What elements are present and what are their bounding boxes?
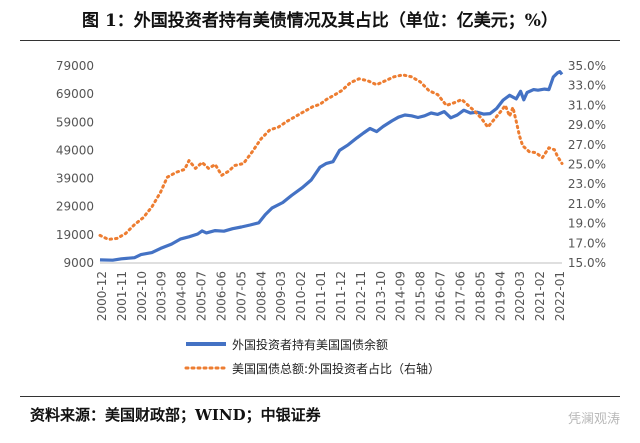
- x-tick-label: 2014-09: [394, 271, 408, 321]
- series-layer: [98, 69, 564, 262]
- left-tick-label: 49000: [56, 143, 94, 157]
- figure-title: 图 1：外国投资者持有美债情况及其占比（单位：亿美元；%）: [82, 11, 558, 31]
- right-tick-label: 19.0%: [568, 217, 606, 231]
- x-tick-label: 2022-01: [553, 271, 567, 321]
- right-y-axis: 15.0% 17.0% 19.0% 21.0% 23.0% 25.0% 27.0% 29.0%…: [568, 59, 606, 270]
- right-tick-label: 27.0%: [568, 138, 606, 152]
- x-tick-label: 2019-04: [493, 271, 507, 321]
- x-tick-label: 2001-11: [115, 271, 129, 321]
- x-tick-label: 2006-06: [214, 271, 228, 321]
- x-tick-label: 2012-11: [354, 271, 368, 321]
- x-tick-label: 2011-01: [314, 271, 328, 321]
- holdings-series-line: [99, 69, 564, 262]
- x-tick-label: 2003-09: [155, 271, 169, 321]
- x-tick-label: 2004-08: [175, 271, 189, 321]
- source-note: 资料来源：美国财政部；WIND；中银证券: [30, 406, 321, 424]
- bottom-divider: [20, 396, 620, 397]
- right-tick-label: 35.0%: [568, 59, 606, 73]
- x-tick-label: 2015-08: [414, 271, 428, 321]
- left-tick-label: 79000: [56, 59, 94, 73]
- right-tick-label: 23.0%: [568, 177, 606, 191]
- left-tick-label: 29000: [56, 200, 94, 214]
- x-tick-label: 2009-03: [274, 271, 288, 321]
- left-tick-label: 19000: [56, 228, 94, 242]
- right-tick-label: 17.0%: [568, 236, 606, 250]
- right-tick-label: 15.0%: [568, 256, 606, 270]
- share-series-line: [98, 73, 564, 241]
- left-tick-label: 39000: [56, 172, 94, 186]
- legend: 外国投资者持有美国国债余额 美国国债总额:外国投资者占比（右轴）: [184, 337, 440, 376]
- legend-label-holdings: 外国投资者持有美国国债余额: [232, 337, 388, 352]
- x-tick-label: 2017-06: [453, 271, 467, 321]
- right-tick-label: 25.0%: [568, 158, 606, 172]
- left-tick-label: 9000: [63, 256, 94, 270]
- left-tick-label: 69000: [56, 87, 94, 101]
- x-tick-label: 2008-04: [254, 271, 268, 321]
- x-tick-label: 2005-07: [195, 271, 209, 321]
- line-chart: 900019000290003900049000590006900079000 …: [56, 59, 606, 376]
- right-tick-label: 33.0%: [568, 79, 606, 93]
- right-tick-label: 21.0%: [568, 197, 606, 211]
- x-tick-label: 2010-02: [294, 271, 308, 321]
- x-tick-label: 2016-07: [434, 271, 448, 321]
- watermark: 凭澜观涛: [567, 412, 620, 427]
- x-tick-label: 2020-03: [513, 271, 527, 321]
- legend-label-share: 美国国债总额:外国投资者占比（右轴）: [232, 361, 440, 376]
- x-tick-label: 2021-02: [533, 271, 547, 321]
- left-tick-label: 59000: [56, 115, 94, 129]
- x-tick-label: 2002-10: [135, 271, 149, 321]
- top-divider: [20, 40, 620, 41]
- x-tick-label: 2000-12: [95, 271, 109, 321]
- x-axis: 2000-12 2001-11 2002-10 2003-09 2004-08 2005-…: [95, 271, 567, 321]
- x-tick-label: 2018-05: [473, 271, 487, 321]
- right-tick-label: 29.0%: [568, 118, 606, 132]
- x-tick-label: 2013-10: [374, 271, 388, 321]
- x-tick-label: 2007-05: [234, 271, 248, 321]
- x-tick-label: 2011-12: [334, 271, 348, 321]
- right-tick-label: 31.0%: [568, 98, 606, 112]
- left-y-axis: 9000 19000 29000 39000 49000 59000 69000 79000: [56, 59, 94, 270]
